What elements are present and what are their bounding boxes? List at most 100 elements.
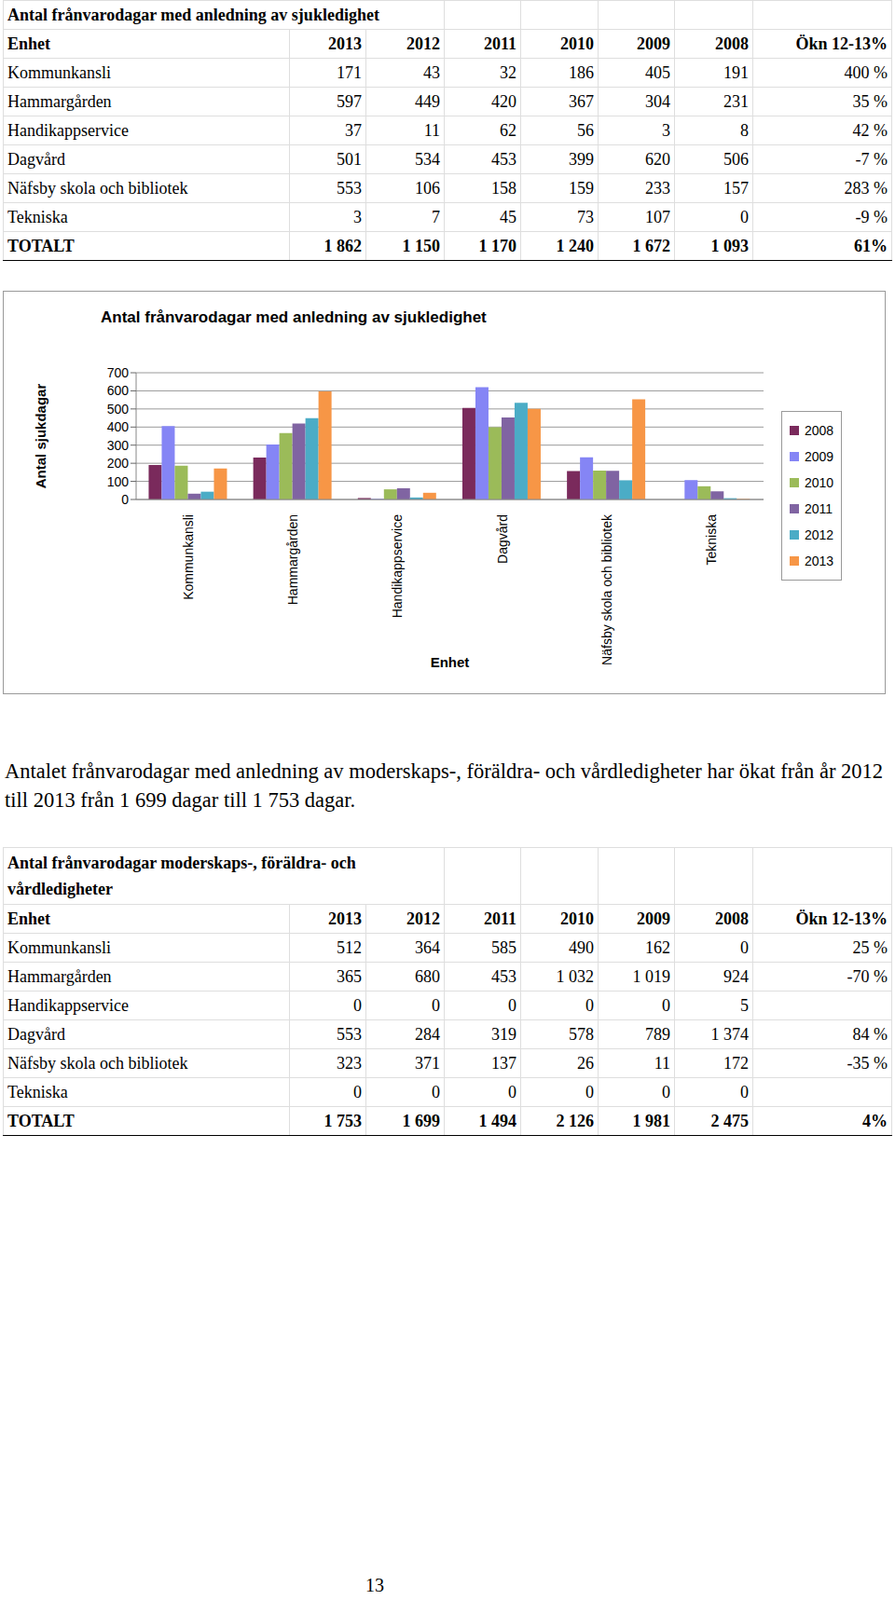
svg-text:0: 0 [121,492,129,508]
html-text:-9 %: -9 % [855,207,888,227]
html-text:158: 158 [491,178,517,198]
html-text:453: 453 [491,149,517,169]
html-text:Enhet: Enhet [7,909,51,929]
html-text:2008: 2008 [715,909,749,929]
html-text:TOTALT: TOTALT [7,236,75,255]
html-text:501: 501 [336,149,362,169]
html-text:61%: 61% [853,236,888,255]
html-text:597: 597 [336,91,362,111]
html-text:2009: 2009 [636,909,671,929]
html-text:512: 512 [336,938,362,957]
svg-text:Enhet: Enhet [430,654,470,671]
html-text:Hammargården: Hammargården [7,91,112,111]
html-text:1 753: 1 753 [323,1111,362,1131]
svg-text:Dagvård: Dagvård [495,514,510,565]
html-text:553: 553 [336,178,362,198]
html-text:42 %: 42 % [852,120,888,140]
html-text:186: 186 [568,62,594,82]
html-text:106: 106 [414,178,441,198]
html-text:1 150: 1 150 [402,236,441,255]
html-text:2010: 2010 [560,909,594,929]
html-text:Tekniska: Tekniska [7,1082,68,1102]
html-text:490: 490 [568,938,594,957]
svg-text:400: 400 [107,419,130,435]
html-text:Näfsby skola och bibliotek: Näfsby skola och bibliotek [7,178,188,198]
html-text:1 981: 1 981 [632,1111,671,1131]
html-text:231: 231 [723,91,749,111]
html-text:1 240: 1 240 [556,236,594,255]
html-text:2009: 2009 [636,34,671,53]
html-text:534: 534 [414,149,441,169]
html-text:506: 506 [723,149,749,169]
html-text:2013: 2013 [328,34,362,53]
html-text:Enhet: Enhet [7,34,51,53]
svg-text:Kommunkansli: Kommunkansli [180,514,196,601]
html-text:1 672: 1 672 [632,236,671,255]
html-text:TOTALT: TOTALT [7,1111,75,1131]
html-text:1 699: 1 699 [402,1111,441,1131]
html-text:399: 399 [568,149,594,169]
html-text:Kommunkansli: Kommunkansli [7,62,111,82]
html-text:2008: 2008 [715,34,749,53]
svg-text:500: 500 [107,401,130,417]
svg-text:200: 200 [107,455,130,471]
html-text:Antalet frånvarodagar med anle: Antalet frånvarodagar med anledning av m… [4,759,883,813]
html-text:304: 304 [645,91,671,111]
svg-text:Tekniska: Tekniska [703,514,719,566]
html-text:283 %: 283 % [844,178,888,198]
svg-text:700: 700 [107,365,130,381]
svg-text:Antal sjukdagar: Antal sjukdagar [32,384,49,490]
html-text:4%: 4% [862,1111,888,1131]
html-text:Ökn 12-13%: Ökn 12-13% [795,909,888,929]
html-text:2012: 2012 [406,34,441,53]
html-text:2012: 2012 [406,909,441,929]
html-text:Handikappservice: Handikappservice [7,120,129,140]
html-text:371: 371 [414,1053,441,1073]
svg-text:Näfsby skola och bibliotek: Näfsby skola och bibliotek [599,513,615,666]
html-text:367: 367 [568,91,594,111]
svg-text:Handikappservice: Handikappservice [389,514,405,619]
html-text:405: 405 [645,62,671,82]
html-text:171: 171 [336,62,362,82]
html-text:Tekniska: Tekniska [7,207,68,227]
svg-text:100: 100 [107,474,130,490]
html-text:2010: 2010 [560,34,594,53]
svg-text:600: 600 [107,383,130,399]
html-text:1 170: 1 170 [478,236,517,255]
html-text:191: 191 [723,62,749,82]
html-text:157: 157 [723,178,749,198]
html-text:364: 364 [414,938,441,957]
html-text:420: 420 [491,91,517,111]
html-text:2 475: 2 475 [710,1111,749,1131]
html-text:-7 %: -7 % [855,149,888,169]
html-text:1 494: 1 494 [478,1111,517,1131]
html-text:137: 137 [491,1053,517,1073]
html-text:Antal frånvarodagar med anledn: Antal frånvarodagar med anledning av sju… [100,308,487,327]
html-text:2011: 2011 [483,34,517,53]
html-text:172: 172 [723,1053,749,1073]
html-text:2013: 2013 [328,909,362,929]
html-text:107: 107 [645,207,671,227]
html-text:1 093: 1 093 [710,236,749,255]
html-text:585: 585 [491,938,517,957]
html-text:Antal frånvarodagar moderskaps: Antal frånvarodagar moderskaps-, föräldr… [7,853,356,899]
html-text:Näfsby skola och bibliotek: Näfsby skola och bibliotek [7,1053,188,1073]
html-text:233: 233 [645,178,671,198]
svg-text:Hammargården: Hammargården [285,514,301,606]
html-text:Kommunkansli: Kommunkansli [7,938,111,957]
html-text:449: 449 [414,91,441,111]
html-text:1 862: 1 862 [323,236,362,255]
html-text:2011: 2011 [483,909,517,929]
html-text:Ökn 12-13%: Ökn 12-13% [795,34,888,53]
svg-text:300: 300 [107,438,130,454]
html-text:400 %: 400 % [844,62,888,82]
html-text:159: 159 [568,178,594,198]
html-text:2 126: 2 126 [556,1111,594,1131]
html-text:-35 %: -35 % [846,1053,888,1073]
html-text:620: 620 [645,149,671,169]
html-text:Dagvård: Dagvård [7,149,66,169]
html-text:Antal frånvarodagar med anledn: Antal frånvarodagar med anledning av sju… [7,5,380,25]
html-text:323: 323 [336,1053,362,1073]
html-text:13: 13 [365,1575,385,1597]
html-text:35 %: 35 % [852,91,888,111]
